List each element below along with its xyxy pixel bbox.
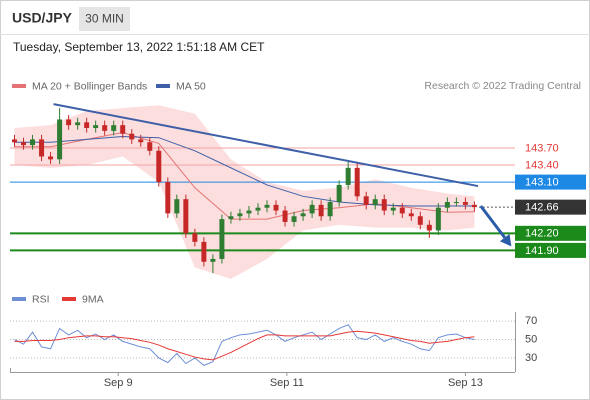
candle-body xyxy=(417,216,423,225)
rsi-line xyxy=(14,330,475,361)
level-label: 141.90 xyxy=(525,245,559,257)
candle-body xyxy=(210,258,216,262)
candle-body xyxy=(381,199,387,211)
candle-body xyxy=(219,219,225,259)
source: Research © 2022 Trading Central xyxy=(424,80,581,92)
candle-body xyxy=(129,133,135,140)
candle-body xyxy=(75,122,81,126)
candle-body xyxy=(390,207,396,211)
x-tick-label: Sep 11 xyxy=(270,377,304,389)
level-box xyxy=(515,242,586,258)
candle-body xyxy=(21,142,27,146)
candle-body xyxy=(435,207,441,231)
candle-body xyxy=(345,167,351,185)
candle-body xyxy=(462,202,468,205)
candle-body xyxy=(444,202,450,208)
legend-swatch xyxy=(12,84,26,88)
projection-arrow xyxy=(479,205,506,239)
level-label: 143.40 xyxy=(525,159,559,171)
candle-body xyxy=(336,184,342,203)
candle-body xyxy=(453,202,459,204)
candle-body xyxy=(399,207,405,214)
x-tick-label: Sep 9 xyxy=(104,377,133,389)
candle-body xyxy=(174,199,180,214)
projection-arrowhead xyxy=(499,234,512,247)
candle-body xyxy=(255,207,261,211)
candle-body xyxy=(264,204,270,208)
timeframe-box xyxy=(79,7,130,31)
level-label: 142.66 xyxy=(525,202,559,214)
candle-body xyxy=(471,204,477,208)
level-box xyxy=(515,174,586,190)
candle-body xyxy=(354,167,360,197)
legend-label: MA 50 xyxy=(176,80,206,92)
y-tick-label: 30 xyxy=(525,352,537,364)
candle-body xyxy=(327,202,333,217)
moving-average xyxy=(14,132,475,220)
timeframe: 30 MIN xyxy=(85,12,124,26)
candle-body xyxy=(12,139,18,143)
candle-body xyxy=(363,196,369,205)
candle-body xyxy=(273,204,279,211)
y-tick-label: 50 xyxy=(525,333,537,345)
candle-body xyxy=(282,210,288,222)
candle-body xyxy=(84,122,90,129)
candle-body xyxy=(318,204,324,217)
y-tick-label: 70 xyxy=(525,315,537,327)
level-box xyxy=(515,225,586,241)
candle-body xyxy=(372,199,378,205)
candle-body xyxy=(147,142,153,151)
candle-body xyxy=(165,182,171,214)
candle-body xyxy=(426,224,432,231)
candle-body xyxy=(156,150,162,183)
bollinger-band xyxy=(14,105,475,279)
candle-body xyxy=(291,216,297,222)
candle-body xyxy=(111,125,117,131)
chart-title: USD/JPY xyxy=(12,10,73,26)
legend-swatch xyxy=(12,297,26,301)
trendline xyxy=(53,103,479,188)
x-tick-label: Sep 13 xyxy=(448,377,483,389)
moving-average xyxy=(14,136,475,207)
candle-body xyxy=(48,156,54,160)
candle-body xyxy=(183,199,189,234)
candle-body xyxy=(309,204,315,214)
candle-body xyxy=(201,241,207,262)
level-label: 143.10 xyxy=(525,176,559,188)
level-label: 142.20 xyxy=(525,228,559,240)
candle-body xyxy=(30,139,36,146)
legend-swatch xyxy=(156,84,170,88)
candle-body xyxy=(120,125,126,134)
candle-body xyxy=(138,139,144,143)
legend-swatch xyxy=(62,297,76,301)
legend-label: RSI xyxy=(32,293,50,305)
candle-body xyxy=(228,216,234,220)
legend-label: MA 20 + Bollinger Bands xyxy=(32,80,147,92)
candle-body xyxy=(300,213,306,217)
candle-body xyxy=(66,119,72,126)
candle-body xyxy=(246,210,252,214)
candle-body xyxy=(237,213,243,217)
candle-body xyxy=(93,125,99,129)
candle-body xyxy=(57,119,63,160)
candle-body xyxy=(192,233,198,242)
candle-body xyxy=(39,139,45,157)
timestamp: Tuesday, September 13, 2022 1:51:18 AM C… xyxy=(13,40,265,54)
level-box xyxy=(515,199,586,215)
candle-body xyxy=(102,125,108,131)
candle-body xyxy=(408,213,414,217)
legend-label: 9MA xyxy=(82,293,104,305)
level-label: 143.70 xyxy=(525,142,559,154)
